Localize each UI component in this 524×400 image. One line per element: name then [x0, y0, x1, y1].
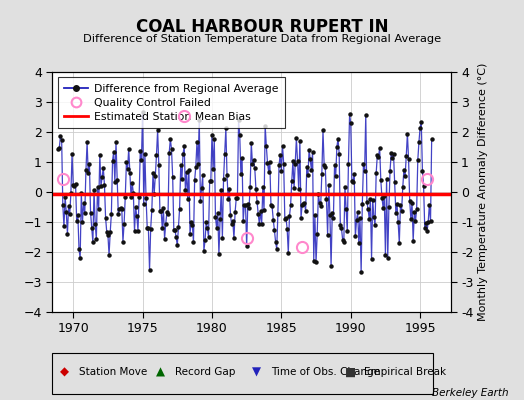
Text: Record Gap: Record Gap — [175, 367, 235, 377]
Text: Time of Obs. Change: Time of Obs. Change — [270, 367, 379, 377]
Text: Empirical Break: Empirical Break — [364, 367, 446, 377]
Text: COAL HARBOUR RUPERT IN: COAL HARBOUR RUPERT IN — [136, 18, 388, 36]
Bar — [52, 353, 433, 394]
Legend: Difference from Regional Average, Quality Control Failed, Estimated Station Mean: Difference from Regional Average, Qualit… — [58, 78, 285, 128]
Text: Station Move: Station Move — [80, 367, 148, 377]
Y-axis label: Monthly Temperature Anomaly Difference (°C): Monthly Temperature Anomaly Difference (… — [477, 63, 488, 321]
Text: ■: ■ — [345, 366, 356, 378]
Text: ◆: ◆ — [60, 366, 69, 378]
Text: Berkeley Earth: Berkeley Earth — [432, 388, 508, 398]
Text: ▼: ▼ — [252, 366, 260, 378]
Text: Difference of Station Temperature Data from Regional Average: Difference of Station Temperature Data f… — [83, 34, 441, 44]
Text: ▲: ▲ — [156, 366, 165, 378]
